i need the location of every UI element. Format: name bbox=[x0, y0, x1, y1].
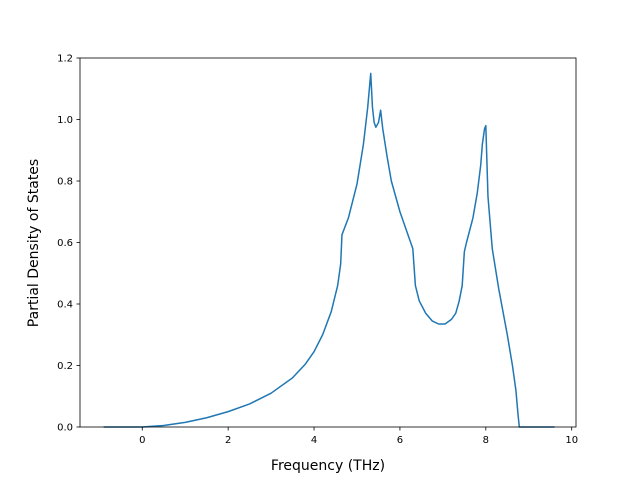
series-line-0 bbox=[103, 72, 555, 428]
y-tick-label: 0.0 bbox=[57, 423, 73, 434]
x-tick-label: 4 bbox=[311, 435, 317, 446]
y-axis-label: Partial Density of States bbox=[26, 159, 42, 327]
plot-area bbox=[79, 57, 577, 428]
x-axis-label: Frequency (THz) bbox=[271, 458, 385, 474]
y-tick-label: 0.4 bbox=[57, 300, 73, 311]
y-tick-label: 0.6 bbox=[57, 238, 73, 249]
plot-frame bbox=[79, 57, 577, 428]
y-tick-label: 0.2 bbox=[57, 361, 73, 372]
x-tick-label: 6 bbox=[397, 435, 403, 446]
y-axis: 0.0 0.2 0.4 0.6 0.8 1.0 1.2 bbox=[57, 54, 80, 434]
x-axis: 0 2 4 6 8 10 bbox=[139, 427, 578, 446]
x-tick-label: 2 bbox=[225, 435, 231, 446]
x-tick-label: 8 bbox=[483, 435, 489, 446]
y-tick-label: 0.8 bbox=[57, 177, 73, 188]
x-tick-label: 0 bbox=[139, 435, 145, 446]
x-tick-label: 10 bbox=[565, 435, 578, 446]
y-tick-label: 1.2 bbox=[57, 54, 73, 65]
y-tick-label: 1.0 bbox=[57, 115, 73, 126]
